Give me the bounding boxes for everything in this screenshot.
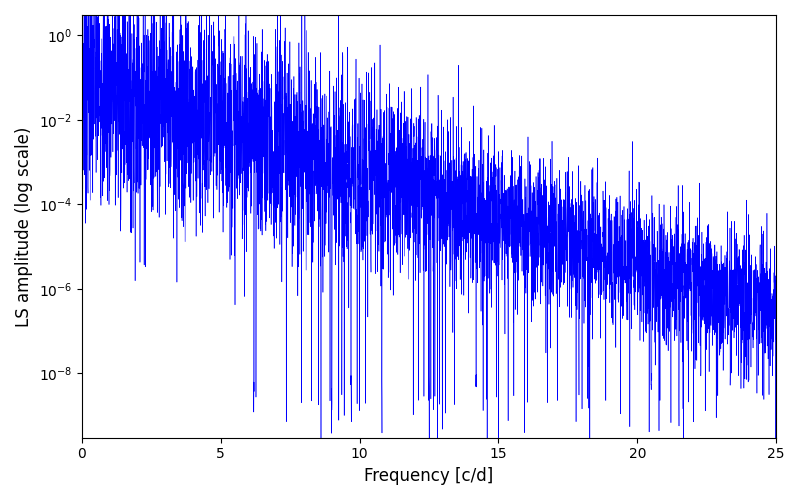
Y-axis label: LS amplitude (log scale): LS amplitude (log scale)	[15, 126, 33, 326]
X-axis label: Frequency [c/d]: Frequency [c/d]	[364, 467, 494, 485]
